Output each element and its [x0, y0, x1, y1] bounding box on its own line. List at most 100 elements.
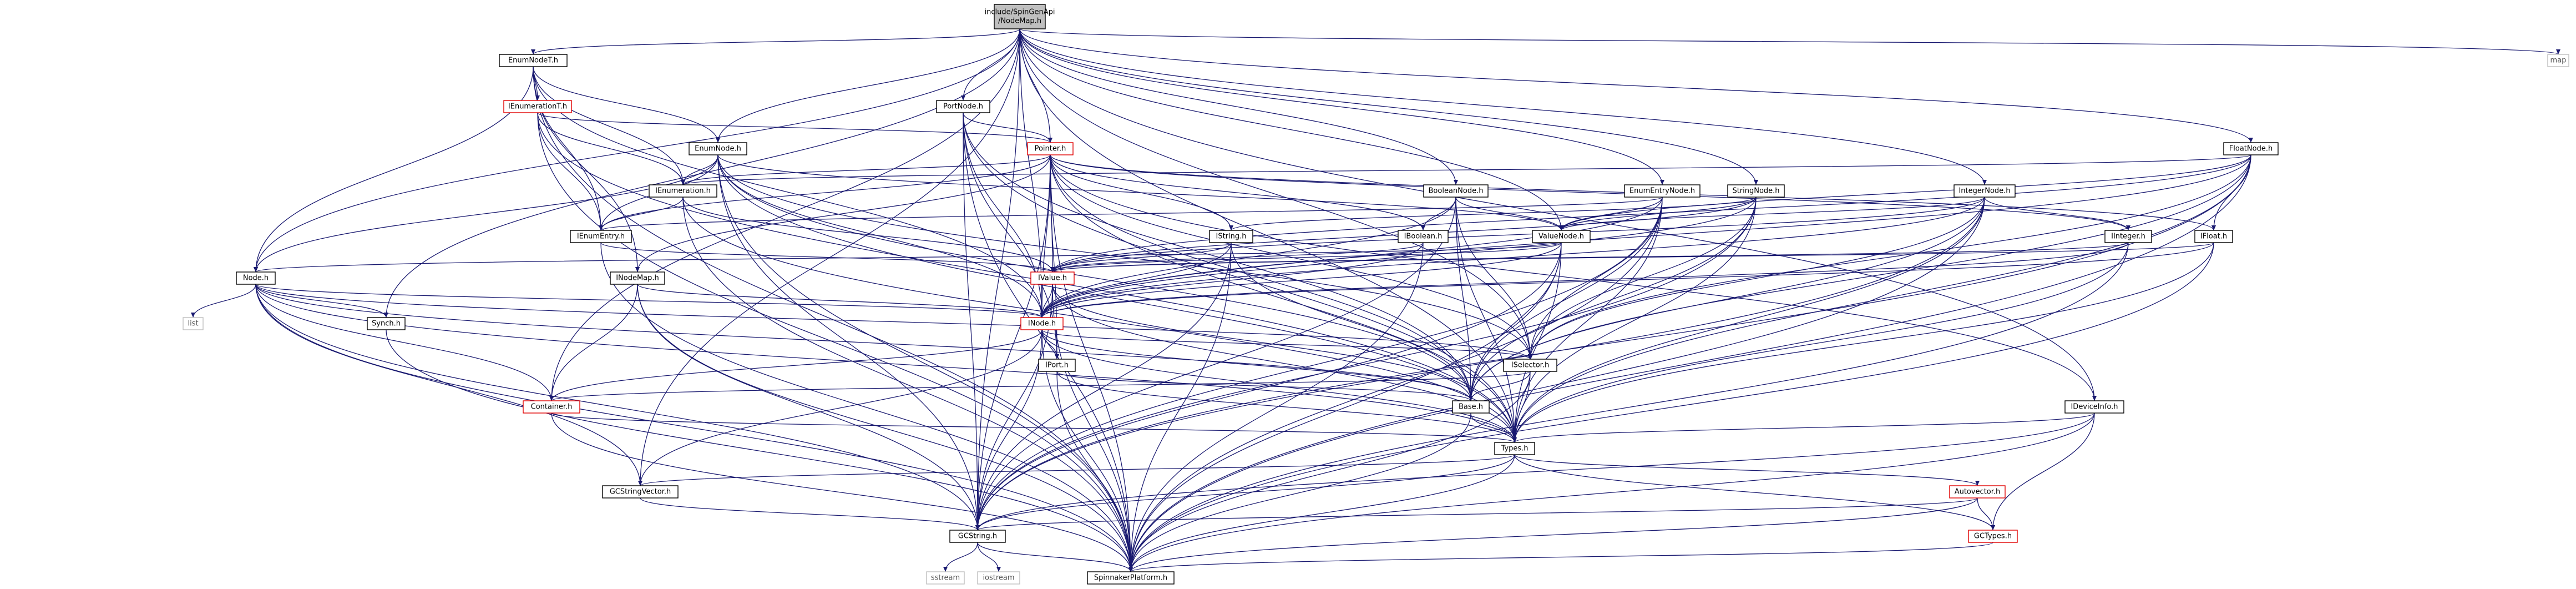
edge-arrowhead	[1055, 354, 1059, 359]
dependency-edge	[1130, 454, 1515, 572]
node-floatnode[interactable]: FloatNode.h	[2223, 142, 2279, 155]
node-stringnode[interactable]: StringNode.h	[1727, 184, 1785, 198]
node-label: IBoolean.h	[1404, 233, 1443, 241]
edge-arrowhead	[2249, 138, 2253, 143]
edge-arrowhead	[2092, 396, 2097, 401]
dependency-edge	[537, 112, 684, 185]
node-ienumeration[interactable]: IEnumeration.h	[649, 184, 717, 198]
dependency-edge	[682, 197, 1515, 443]
dependency-edge	[1984, 197, 2129, 231]
edge-arrowhead	[1229, 225, 1233, 230]
node-gcstring[interactable]: GCString.h	[949, 530, 1006, 543]
node-synch[interactable]: Synch.h	[367, 317, 406, 330]
node-box	[602, 485, 679, 499]
dependency-edge	[1514, 371, 1531, 443]
node-box	[2547, 54, 2569, 67]
dependency-edge	[533, 28, 1020, 55]
edge-arrowhead	[1660, 180, 1664, 185]
node-box	[1398, 230, 1449, 243]
node-ivalue[interactable]: IValue.h	[1030, 271, 1075, 285]
dependency-edge	[682, 154, 718, 185]
dependency-edge	[1041, 329, 1531, 360]
node-valuenode[interactable]: ValueNode.h	[1532, 230, 1591, 243]
node-types[interactable]: Types.h	[1494, 442, 1535, 455]
node-integernode[interactable]: IntegerNode.h	[1953, 184, 2016, 198]
node-label: IntegerNode.h	[1958, 187, 2010, 195]
dependency-edge	[1050, 154, 1131, 572]
node-ideviceinfo[interactable]: IDeviceInfo.h	[2064, 400, 2124, 414]
node-integer[interactable]: IInteger.h	[2104, 230, 2152, 243]
dependency-edge	[1130, 542, 1993, 572]
dependency-edge	[1041, 242, 1562, 318]
node-portnode[interactable]: PortNode.h	[936, 100, 990, 113]
dependency-edge	[1052, 284, 1131, 572]
dependency-edge	[1052, 154, 2251, 273]
node-nodemap[interactable]: INodeMap.h	[610, 271, 665, 285]
dependency-edge	[1231, 242, 1471, 401]
dependency-edge	[1530, 197, 1985, 360]
node-label: ISelector.h	[1511, 361, 1549, 370]
node-istring[interactable]: IString.h	[1209, 230, 1253, 243]
dependency-edge	[1561, 197, 1757, 231]
node-label: list	[188, 320, 198, 328]
node-label: IEnumEntry.h	[577, 233, 625, 241]
dependency-edge	[1041, 242, 2214, 318]
dependency-edge	[537, 112, 601, 231]
dependency-edge	[193, 284, 256, 318]
dependency-edge	[717, 154, 1515, 443]
node-pointer[interactable]: Pointer.h	[1027, 142, 1074, 155]
dependency-edge	[1052, 242, 2214, 273]
node-container[interactable]: Container.h	[523, 400, 580, 414]
dependency-edge	[1050, 154, 1424, 231]
dependency-edge	[1056, 371, 1515, 443]
dependency-edge	[1514, 197, 1985, 443]
dependency-edge	[1019, 28, 1531, 360]
node-ifloat[interactable]: IFloat.h	[2194, 230, 2233, 243]
node-booleannode[interactable]: BooleanNode.h	[1423, 184, 1489, 198]
node-label: IValue.h	[1038, 274, 1067, 283]
dependency-edge	[977, 28, 1020, 531]
node-iboolean[interactable]: IBoolean.h	[1398, 230, 1449, 243]
dependency-edge	[1041, 329, 1131, 572]
node-inode[interactable]: INode.h	[1020, 317, 1064, 330]
edge-arrowhead	[1528, 354, 1532, 359]
node-gctypes[interactable]: GCTypes.h	[1968, 530, 2018, 543]
node-ienumerationt[interactable]: IEnumerationT.h	[503, 100, 572, 113]
dependency-edge	[945, 542, 978, 572]
node-box	[2104, 230, 2152, 243]
edge-arrowhead	[2556, 49, 2560, 54]
node-box	[1027, 142, 1074, 155]
dependency-edge	[682, 154, 2251, 185]
node-box	[1949, 485, 2006, 499]
node-label: ValueNode.h	[1538, 233, 1584, 241]
node-base[interactable]: Base.h	[1452, 400, 1490, 414]
node-box	[610, 271, 665, 285]
node-gcstringvector[interactable]: GCStringVector.h	[602, 485, 679, 499]
dependency-edge	[1514, 242, 1562, 443]
node-node[interactable]: Node.h	[236, 271, 276, 285]
dependency-edge	[255, 284, 978, 531]
dependency-edge	[255, 284, 1131, 572]
node-ienumentry[interactable]: IEnumEntry.h	[570, 230, 632, 243]
node-box	[1087, 571, 1175, 585]
node-iport[interactable]: IPort.h	[1038, 359, 1076, 372]
dependency-edge	[1977, 497, 1993, 531]
node-enumnodet[interactable]: EnumNodeT.h	[499, 54, 568, 67]
node-box	[1727, 184, 1785, 198]
node-enumnode[interactable]: EnumNode.h	[689, 142, 747, 155]
dependency-edge	[1056, 371, 1131, 572]
node-enumentrynode[interactable]: EnumEntryNode.h	[1624, 184, 1701, 198]
node-label: sstream	[931, 574, 960, 582]
node-box	[2064, 400, 2124, 414]
dependency-edge	[551, 28, 1020, 401]
dependency-edge	[1041, 154, 1051, 318]
node-label: /NodeMap.h	[998, 17, 1041, 26]
dependency-edge	[717, 154, 1131, 572]
node-autovector[interactable]: Autovector.h	[1949, 485, 2006, 499]
node-iselector[interactable]: ISelector.h	[1503, 359, 1557, 372]
node-spinplatform[interactable]: SpinnakerPlatform.h	[1087, 571, 1175, 585]
node-root[interactable]: include/SpinGenApi/NodeMap.h	[985, 4, 1055, 29]
node-label: BooleanNode.h	[1429, 187, 1484, 195]
dependency-edge	[1050, 154, 2095, 401]
node-label: INode.h	[1028, 320, 1056, 328]
